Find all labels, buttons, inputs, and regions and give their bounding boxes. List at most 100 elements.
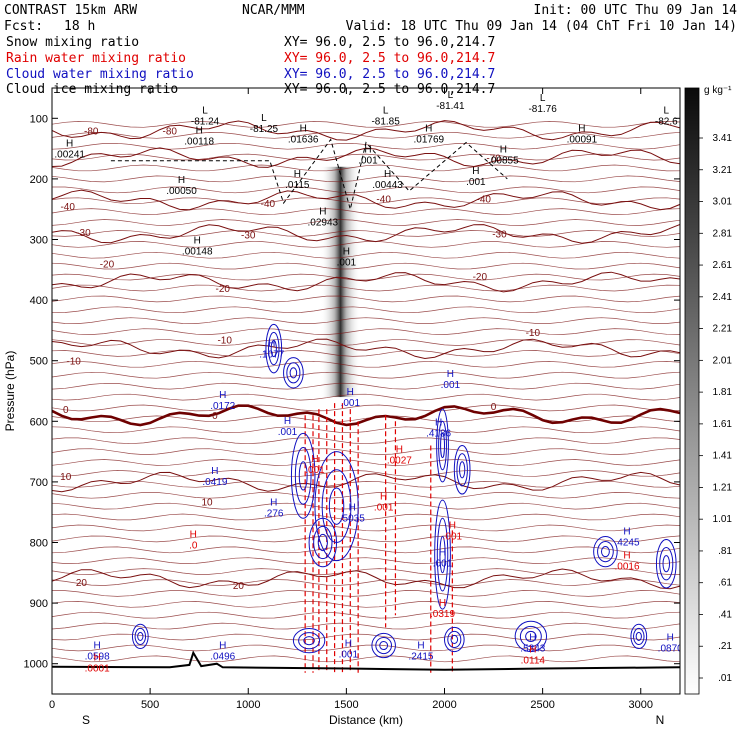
colorbar-tick-label: 3.21 [713,165,733,176]
extremum-marker: H [439,548,446,559]
temperature-contour-line [52,328,680,335]
temperature-contour-line [52,251,680,259]
colorbar-tick-label: 2.21 [713,324,733,335]
y-tick-label: 900 [30,598,48,610]
temperature-contour-line [52,120,680,141]
temperature-contour-line [52,164,680,172]
temperature-contour-line [52,601,680,608]
cloud-water-contour [379,640,389,651]
cloud-water-contour [456,453,468,487]
temperature-contour-line [52,241,680,248]
legend-cloud-water-xy: XY= 96.0, 2.5 to 96.0,214.7 [284,67,495,82]
cloud-water-contour [292,628,326,654]
cloud-water-contour [601,546,610,558]
colorbar-tick-label: 1.21 [713,482,733,493]
temperature-label: -30 [241,231,256,242]
colorbar-tick-label: 2.41 [713,292,733,303]
extremum-value: .00241 [54,150,85,161]
extremum-value: .1077 [259,350,284,361]
extremum-value: .01636 [288,135,319,146]
extremum-marker: H [447,369,454,380]
temperature-contour-line [52,633,680,641]
extremum-value: .0001 [85,664,110,675]
temperature-contour-line [52,622,680,630]
extremum-marker: H [196,125,203,136]
extremum-marker: H [384,169,391,180]
extremum-marker: H [364,145,371,156]
extremum-value: .0319 [430,609,455,620]
temperature-label: -10 [217,335,232,346]
temperature-label: -10 [66,357,81,368]
temperature-contour-line [52,470,680,477]
extremum-marker: H [578,124,585,135]
temperature-contour-line [52,175,680,183]
extremum-marker: H [425,124,432,135]
extremum-value: .02943 [308,218,339,229]
temperature-label: 10 [60,472,72,483]
cloud-water-contour [597,540,614,563]
legend-rain-xy: XY= 96.0, 2.5 to 96.0,214.7 [284,51,495,66]
extremum-marker: H [449,520,456,531]
center-title: NCAR/MMM [242,3,305,18]
extremum-value: .5035 [340,513,365,524]
extremum-value: .276 [264,508,284,519]
colorbar-tick-label: 1.81 [713,387,733,398]
extremum-marker: H [194,236,201,247]
extremum-marker: H [219,640,226,651]
temperature-contour-line [52,557,680,564]
temperature-contour-line [52,338,680,360]
temperature-label: 10 [201,497,213,508]
temperature-label: 0 [212,411,218,422]
extremum-marker: H [380,491,387,502]
colorbar-tick-label: 1.61 [713,419,733,430]
temperature-contour-line [52,360,680,368]
cloud-water-contour [131,623,149,650]
temperature-label: -20 [216,284,231,295]
cloud-water-contour [286,362,301,384]
extremum-value: .01769 [414,135,445,146]
fcst-value: 18 h [64,19,95,34]
cloud-water-contour [434,499,451,610]
cloud-water-contour [270,340,277,358]
extremum-marker: H [417,640,424,651]
colorbar-tick-label: 3.01 [713,197,733,208]
temperature-contour-line [52,579,680,586]
extremum-marker: H [219,390,226,401]
extremum-marker: H [623,527,630,538]
extremum-marker: H [190,530,197,541]
colorbar-tick-label: 2.81 [713,228,733,239]
temperature-contour-line [52,306,680,314]
cloud-water-contour [283,357,304,389]
x-end-label-north: N [656,713,665,727]
legend-cloud-ice-xy: XY= 96.0, 2.5 to 96.0,214.7 [284,82,495,97]
model-title: CONTRAST 15km ARW [4,3,137,18]
temperature-contour-line [52,655,680,663]
cloud-water-contour [314,451,359,562]
extremum-marker: H [347,387,354,398]
extremum-marker: H [294,169,301,180]
colorbar-tick-label: 1.41 [713,451,733,462]
temperature-contour-line [52,437,680,445]
temperature-contour-line [52,208,680,215]
temperature-contour-line [52,131,680,139]
cloud-water-contour [371,632,396,659]
cloud-water-contour [440,432,446,459]
extremum-marker: H [529,645,536,656]
temperature-label: -40 [376,194,391,205]
temperature-contour-line [52,339,680,346]
extremum-value: .001 [374,502,394,513]
x-tick-label: 2000 [432,699,456,711]
y-tick-label: 500 [30,356,48,368]
cloud-water-contour [659,547,674,581]
extremum-value: .001 [466,177,486,188]
x-tick-label: 1500 [334,699,358,711]
temperature-contour-line [52,393,680,401]
cloud-water-contour [298,461,308,491]
extremum-marker: H [66,139,73,150]
cloud-water-contour [436,408,449,483]
extremum-value: .001 [443,531,463,542]
init-time: Init: 00 UTC Thu 09 Jan 14 [534,3,738,18]
zero-isotherm-line [52,404,680,427]
extremum-value: -81.76 [528,104,557,115]
y-tick-label: 200 [30,174,48,186]
